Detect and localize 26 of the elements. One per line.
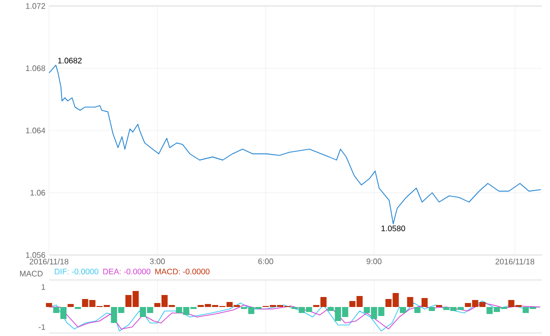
- bar: [414, 306, 420, 313]
- x-tick-label: 6:00: [258, 258, 274, 264]
- bar: [407, 296, 414, 307]
- y-tick-label: 1.064: [26, 128, 46, 134]
- y-tick-label: 1.068: [26, 65, 46, 72]
- annotation: 1.0682: [58, 58, 82, 64]
- x-tick-label: 2016/11/18: [30, 258, 68, 264]
- y-tick-label: 1.06: [30, 190, 46, 196]
- y-tick-label: 1: [42, 284, 46, 290]
- x-tick-label: 9:00: [366, 258, 382, 264]
- bar: [400, 306, 406, 313]
- y-tick-label: 1.056: [26, 252, 46, 258]
- bar: [422, 298, 428, 307]
- line-series: [48, 64, 542, 224]
- y-tick-label: -1: [38, 324, 46, 330]
- y-tick-label: 1.072: [26, 3, 46, 9]
- bar: [428, 306, 435, 311]
- annotation: 1.0580: [382, 226, 406, 232]
- text: DIF: -0.0000: [54, 268, 98, 274]
- bar: [46, 302, 52, 307]
- x-tick-label: 2016/11/18: [496, 258, 534, 264]
- y-axis-title: MACD: [20, 270, 43, 276]
- text: MACD: -0.0000: [155, 268, 210, 274]
- x-tick-label: 3:00: [150, 258, 165, 264]
- bar: [68, 304, 74, 307]
- text: DEA: -0.0000: [103, 268, 150, 274]
